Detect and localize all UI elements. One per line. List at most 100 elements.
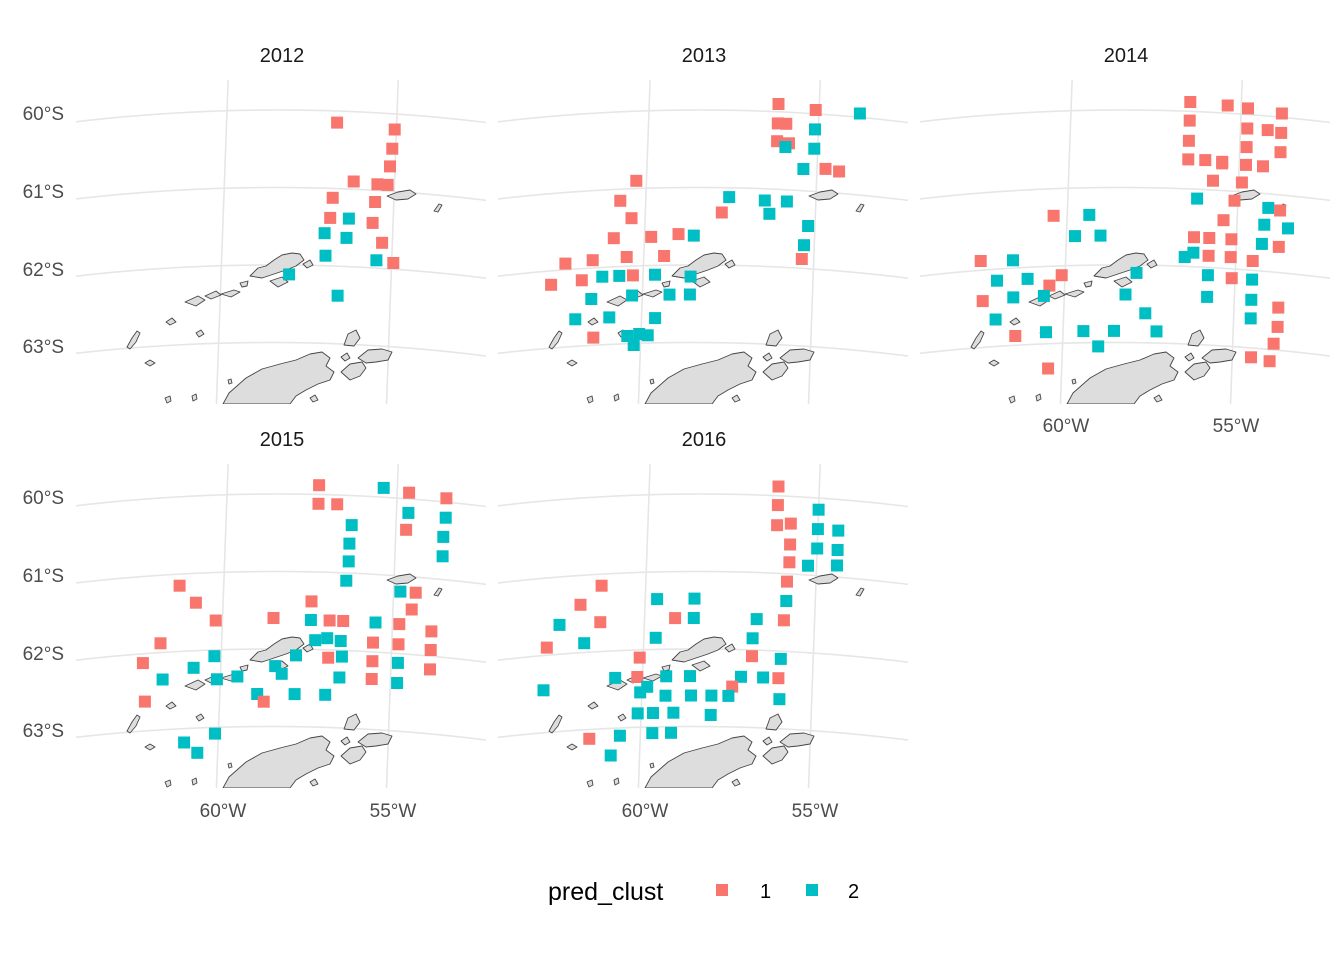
data-point-cluster-2 (1201, 269, 1214, 282)
data-point-cluster-2 (402, 506, 415, 519)
data-point-cluster-2 (1077, 325, 1090, 338)
x-tick-label: 55°W (370, 801, 417, 822)
data-point-cluster-1 (545, 278, 558, 291)
graticule-parallel (76, 570, 486, 586)
data-point-cluster-2 (553, 618, 566, 631)
data-point-cluster-2 (613, 729, 626, 742)
data-point-cluster-2 (649, 631, 662, 644)
data-point-cluster-2 (1246, 273, 1259, 286)
facet-panels: 2012 2013 2014 2015 2016 (76, 45, 1330, 788)
data-point-cluster-1 (658, 250, 671, 262)
data-point-cluster-2 (627, 339, 640, 351)
data-point-cluster-2 (797, 163, 810, 175)
data-point-cluster-2 (569, 313, 582, 326)
data-point-cluster-1 (583, 732, 596, 745)
facet-title: 2013 (682, 45, 727, 67)
data-point-cluster-2 (1178, 251, 1191, 263)
data-point-cluster-2 (187, 661, 200, 674)
data-point-cluster-1 (376, 236, 389, 249)
data-point-cluster-2 (812, 503, 825, 516)
data-point-cluster-1 (424, 663, 436, 676)
data-point-cluster-2 (288, 688, 301, 701)
data-point-cluster-2 (340, 574, 353, 587)
data-point-cluster-2 (811, 542, 824, 555)
graticule-meridian (385, 80, 400, 404)
data-point-cluster-1 (777, 614, 790, 627)
data-point-cluster-1 (540, 641, 553, 654)
facet-panel-2015: 2015 (76, 429, 486, 788)
y-tick-label: 61°S (23, 182, 64, 203)
data-point-cluster-1 (331, 116, 344, 129)
data-point-cluster-2 (342, 212, 355, 225)
y-tick-label: 62°S (23, 260, 64, 281)
data-point-cluster-1 (405, 603, 418, 616)
data-point-cluster-2 (631, 707, 644, 720)
x-tick-label: 55°W (792, 801, 839, 822)
x-tick-label: 60°W (200, 801, 247, 822)
data-point-cluster-2 (1201, 290, 1214, 303)
data-point-cluster-2 (1282, 222, 1294, 235)
data-point-cluster-1 (367, 636, 379, 649)
data-point-cluster-1 (1225, 233, 1238, 246)
data-point-cluster-1 (1235, 176, 1248, 189)
data-point-cluster-2 (1244, 312, 1257, 325)
data-point-cluster-2 (651, 593, 664, 606)
y-tick-label: 63°S (23, 721, 64, 742)
graticule-meridian (1059, 80, 1073, 404)
data-point-cluster-2 (275, 667, 288, 680)
data-point-cluster-2 (1021, 272, 1034, 285)
data-point-cluster-2 (1130, 266, 1143, 279)
y-tick-label: 60°S (23, 488, 64, 509)
data-point-cluster-1 (833, 165, 846, 178)
data-point-cluster-1 (1182, 153, 1195, 166)
graticule-meridian (385, 464, 400, 788)
y-axis-left-top: 60°S 61°S 62°S 63°S (23, 104, 64, 358)
data-point-cluster-2 (831, 559, 843, 572)
data-point-cluster-1 (620, 251, 633, 263)
data-point-cluster-2 (647, 707, 659, 719)
graticule-meridian (215, 80, 229, 404)
data-point-cluster-1 (669, 612, 682, 625)
data-point-cluster-2 (780, 195, 793, 208)
data-point-cluster-2 (832, 524, 845, 537)
data-point-cluster-1 (559, 257, 572, 270)
x-axis-2014: 60°W 55°W (1043, 416, 1260, 437)
data-point-cluster-1 (726, 680, 739, 693)
data-point-cluster-2 (304, 614, 317, 626)
data-point-cluster-2 (596, 270, 609, 283)
data-point-cluster-2 (391, 677, 404, 689)
data-point-cluster-1 (607, 232, 620, 245)
data-point-cluster-1 (392, 638, 405, 651)
data-point-cluster-2 (333, 671, 346, 684)
data-point-cluster-1 (1203, 232, 1216, 244)
data-point-cluster-2 (685, 689, 697, 702)
data-point-cluster-1 (267, 612, 280, 624)
data-point-cluster-2 (208, 650, 221, 663)
data-point-cluster-1 (1043, 279, 1056, 292)
data-point-cluster-1 (1274, 204, 1287, 217)
y-axis-left-bottom: 60°S 61°S 62°S 63°S (23, 488, 64, 742)
graticule-parallel (498, 341, 908, 357)
data-point-cluster-2 (231, 670, 244, 683)
data-point-cluster-2 (210, 673, 223, 686)
data-point-cluster-2 (1139, 307, 1152, 320)
graticule-parallel (76, 341, 486, 357)
data-point-cluster-2 (750, 613, 763, 626)
data-point-cluster-2 (649, 312, 662, 325)
data-point-cluster-2 (1037, 289, 1050, 302)
data-point-cluster-1 (1202, 249, 1215, 262)
data-point-cluster-1 (409, 586, 422, 599)
data-point-cluster-1 (1246, 255, 1259, 267)
data-point-cluster-1 (976, 295, 989, 308)
data-point-cluster-1 (626, 269, 639, 282)
data-point-cluster-1 (715, 206, 728, 219)
data-point-cluster-2 (684, 270, 697, 283)
data-point-cluster-1 (388, 123, 401, 136)
data-point-cluster-2 (319, 688, 332, 701)
data-point-cluster-1 (366, 655, 379, 668)
data-point-cluster-2 (1092, 340, 1105, 353)
data-point-cluster-2 (1119, 288, 1132, 301)
graticule-parallel (76, 109, 486, 124)
data-point-cluster-1 (366, 216, 379, 229)
